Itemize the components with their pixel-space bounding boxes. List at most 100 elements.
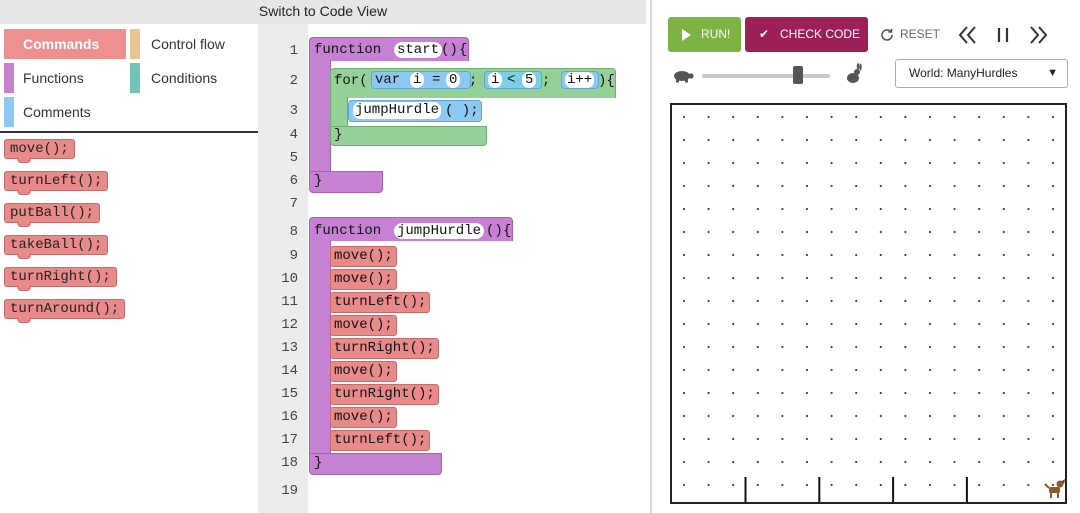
category-swatch — [4, 63, 14, 93]
grid-dot — [928, 276, 932, 280]
line-number: 1 — [289, 43, 298, 59]
grid-dot — [682, 460, 686, 464]
grid-dot — [978, 230, 981, 234]
grid-dot — [805, 115, 809, 119]
grid-dot — [805, 345, 809, 349]
grid-dot — [904, 184, 907, 188]
reset-label: RESET — [900, 27, 941, 41]
workspace-block-turn-left[interactable]: turnLeft(); — [330, 292, 431, 313]
grid-dot — [1002, 138, 1005, 142]
workspace-block-turn-right[interactable]: turnRight(); — [330, 384, 439, 405]
workspace-block-move[interactable]: move(); — [330, 407, 397, 428]
grid-dot — [879, 414, 882, 418]
category-commands[interactable]: Commands — [4, 29, 126, 59]
grid-dot — [781, 345, 784, 349]
pause-icon[interactable] — [990, 22, 1016, 48]
grid-dot — [781, 184, 784, 188]
grid-dot — [732, 322, 735, 326]
category-conditions[interactable]: Conditions — [130, 63, 255, 93]
workspace-block-move[interactable]: move(); — [330, 269, 397, 290]
workspace-block-turn-left[interactable]: turnLeft(); — [330, 430, 431, 451]
function-name-field[interactable]: start — [394, 42, 443, 58]
grid-dot — [682, 437, 686, 441]
grid-dot — [879, 437, 882, 441]
step-forward-icon[interactable] — [1026, 22, 1052, 48]
speed-slider-track[interactable] — [702, 74, 830, 78]
grid-dot — [953, 345, 956, 349]
for-init-expression[interactable]: var i = 0 — [371, 71, 471, 89]
grid-dot — [756, 299, 759, 303]
for-cond-var: i — [488, 72, 503, 88]
block-move[interactable]: move(); — [4, 139, 75, 163]
function-start-block[interactable] — [309, 37, 469, 61]
grid-dot — [978, 345, 981, 349]
code-workspace[interactable]: function start () { } for( var i = 0 ; i… — [308, 24, 646, 513]
check-code-button[interactable]: ✔ CHECK CODE — [745, 17, 868, 52]
grid-dot — [879, 460, 882, 464]
for-keyword: for( — [334, 73, 368, 89]
grid-dot — [707, 483, 710, 487]
line-number: 5 — [289, 150, 298, 166]
for-cond-value: 5 — [522, 72, 537, 88]
block-turn-around[interactable]: turnAround(); — [4, 299, 126, 323]
reset-button[interactable]: RESET — [878, 17, 944, 52]
grid-dot — [928, 414, 932, 418]
block-turn-right[interactable]: turnRight(); — [4, 267, 117, 291]
for-increment-expression[interactable]: i++ — [561, 71, 599, 89]
workspace-block-move[interactable]: move(); — [330, 315, 397, 336]
category-control-flow[interactable]: Control flow — [130, 29, 255, 59]
grid-dot — [978, 460, 981, 464]
grid-dot — [781, 368, 784, 372]
grid-dot — [1051, 437, 1055, 441]
line-number: 15 — [281, 386, 298, 402]
grid-dot — [756, 483, 759, 487]
grid-dot — [682, 161, 686, 165]
run-button[interactable]: RUN! — [668, 17, 741, 52]
grid-dot — [978, 391, 981, 395]
call-jump-hurdle-block[interactable]: jumpHurdle ( ); — [348, 100, 482, 122]
for-loop-end — [330, 126, 487, 146]
grid-dot — [756, 230, 759, 234]
grid-dot — [1027, 184, 1030, 188]
pane-divider[interactable] — [650, 0, 652, 513]
for-condition-expression[interactable]: i < 5 — [484, 71, 542, 89]
block-put-ball[interactable]: putBall(); — [4, 203, 101, 227]
grid-dot — [830, 184, 833, 188]
line-number: 11 — [281, 294, 298, 310]
grid-dot — [707, 368, 710, 372]
function-name-field[interactable]: jumpHurdle — [394, 223, 485, 239]
grid-dot — [953, 368, 956, 372]
grid-dot — [830, 230, 833, 234]
speed-slider-thumb[interactable] — [793, 66, 803, 84]
function-open-brace: { — [459, 42, 468, 58]
grid-dot — [928, 138, 932, 142]
grid-dot — [707, 115, 710, 119]
block-turn-left[interactable]: turnLeft(); — [4, 171, 109, 195]
grid-dot — [682, 138, 686, 142]
workspace-block-turn-right[interactable]: turnRight(); — [330, 338, 439, 359]
grid-dot — [756, 253, 759, 257]
grid-dot — [781, 115, 784, 119]
grid-dot — [805, 460, 809, 464]
grid-dot — [855, 414, 858, 418]
workspace-block-move[interactable]: move(); — [330, 361, 397, 382]
grid-dot — [1051, 161, 1055, 165]
grid-dot — [1051, 276, 1055, 280]
grid-dot — [904, 368, 907, 372]
grid-dot — [1027, 253, 1030, 257]
category-comments[interactable]: Comments — [4, 97, 126, 127]
world-select[interactable]: World: ManyHurdles ▼ — [895, 59, 1068, 88]
grid-dot — [879, 391, 882, 395]
grid-dot — [953, 299, 956, 303]
step-back-icon[interactable] — [954, 22, 980, 48]
category-functions[interactable]: Functions — [4, 63, 126, 93]
function-open-brace: { — [503, 223, 512, 239]
grid-dot — [682, 184, 686, 188]
grid-dot — [978, 253, 981, 257]
switch-to-code-view-button[interactable]: Switch to Code View — [0, 0, 646, 25]
block-take-ball[interactable]: takeBall(); — [4, 235, 109, 259]
grid-dot — [978, 368, 981, 372]
grid-dot — [1051, 184, 1055, 188]
grid-dot — [953, 414, 956, 418]
workspace-block-move[interactable]: move(); — [330, 246, 397, 267]
